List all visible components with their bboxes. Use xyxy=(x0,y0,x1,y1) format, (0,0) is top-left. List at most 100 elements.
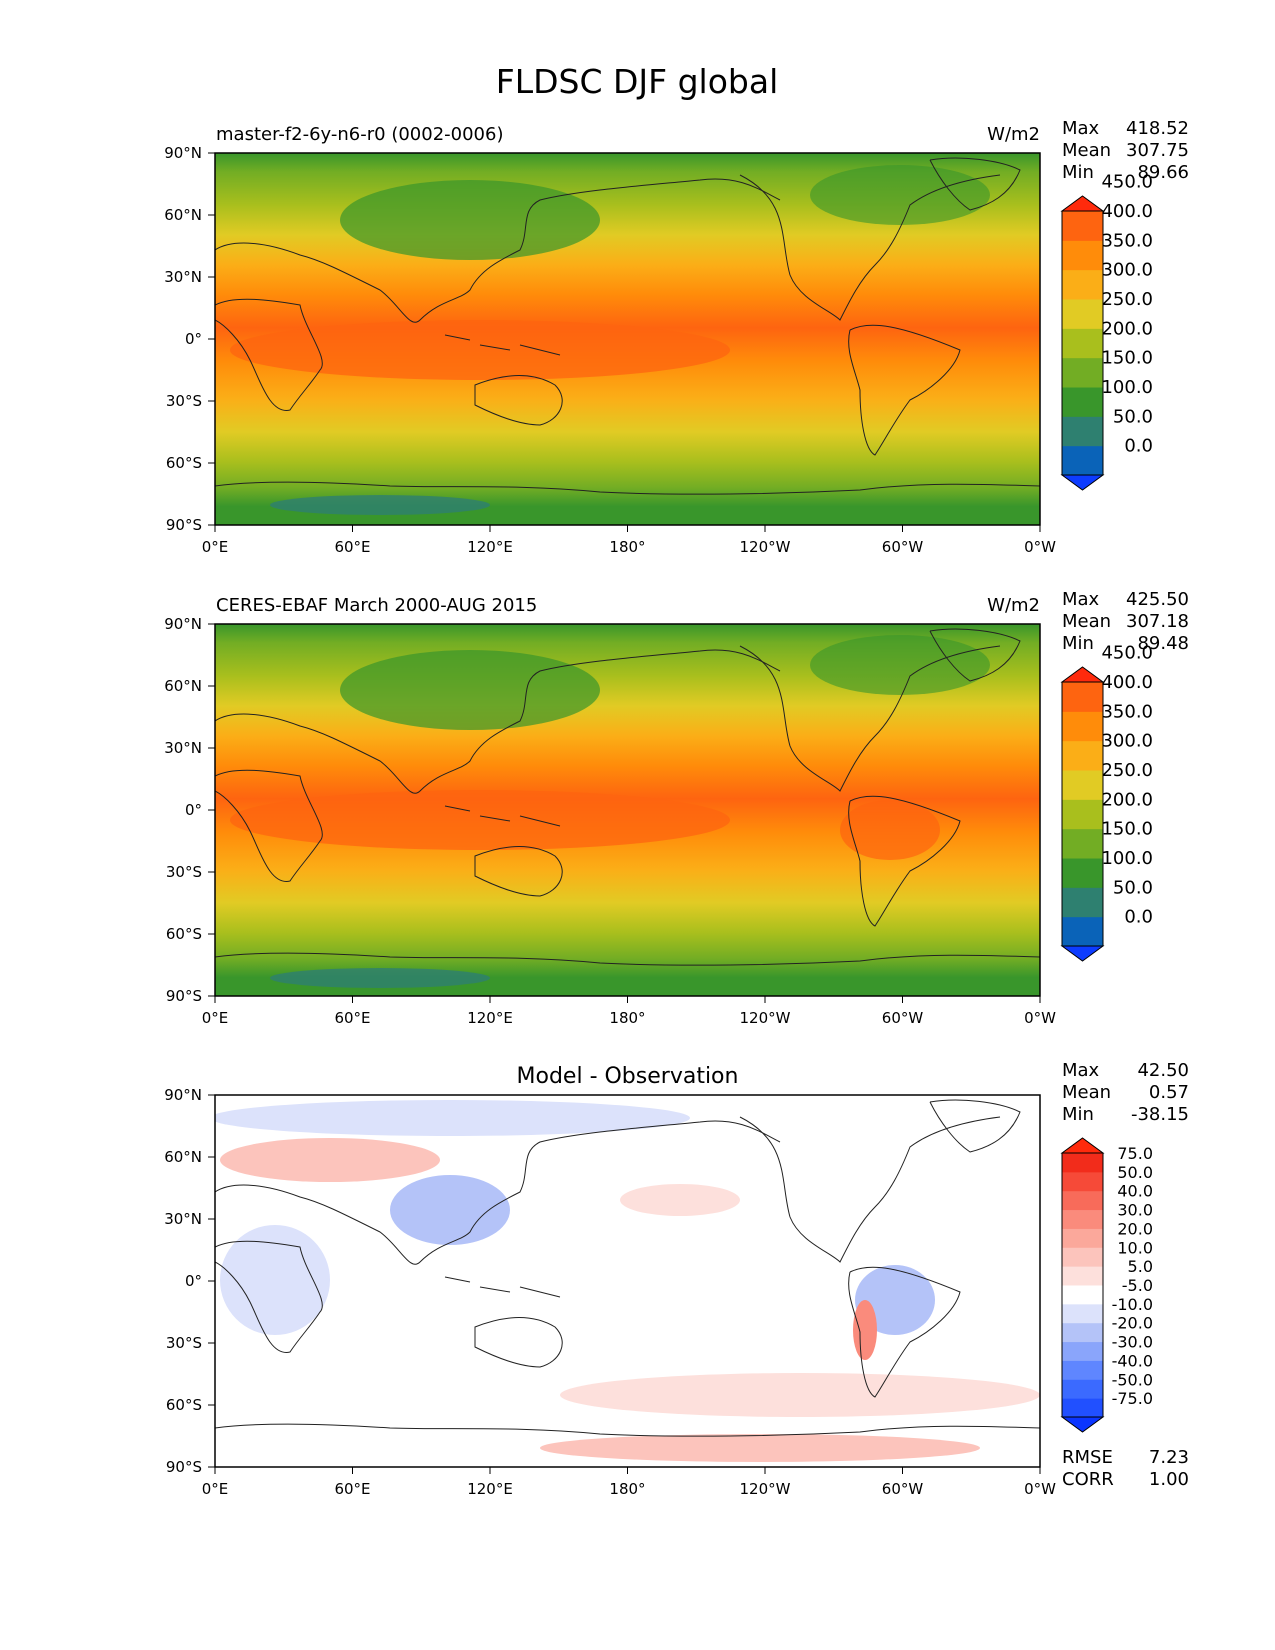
stat-value: 0.57 xyxy=(1149,1082,1189,1103)
coast-south-america xyxy=(848,795,961,927)
colorbar-tick-label: 150.0 xyxy=(1101,348,1153,369)
y-axis: 90°N 60°N 30°N 0° 30°S 60°S 90°S xyxy=(164,144,215,534)
coast-africa xyxy=(215,1240,323,1353)
field-antarctic xyxy=(270,495,490,515)
y-tick-label: 60°S xyxy=(166,1396,202,1414)
y-tick-label: 0° xyxy=(185,801,202,819)
stat-label: Max xyxy=(1062,118,1100,139)
field-eurasia-cold xyxy=(340,650,600,730)
colorbar-extend-max xyxy=(1060,666,1105,683)
colorbar-band xyxy=(1062,1247,1103,1267)
colorbar-band xyxy=(1062,1398,1103,1418)
colorbar-tick-label: 450.0 xyxy=(1101,643,1153,664)
y-tick-label: 90°S xyxy=(166,516,202,534)
coast-europe-asia xyxy=(215,1120,781,1265)
y-tick-label: 30°N xyxy=(164,1210,202,1228)
coast-indonesia xyxy=(444,805,561,827)
colorbar-tick-label: -40.0 xyxy=(1112,1351,1153,1370)
colorbar-band xyxy=(1062,240,1103,271)
colorbar-tick-label: 450.0 xyxy=(1101,172,1153,193)
colorbar-band xyxy=(1062,828,1103,859)
colorbar-tick-label: 400.0 xyxy=(1101,201,1153,222)
stats-block: Max 418.52 Mean 307.75 Min 89.66 xyxy=(1062,118,1189,183)
colorbar-extend-min xyxy=(1060,1416,1105,1433)
x-tick-label: 180° xyxy=(609,538,645,556)
coast-africa xyxy=(215,298,323,411)
panel-units: W/m2 xyxy=(987,124,1040,145)
y-axis: 90°N 60°N 30°N 0° 30°S 60°S 90°S xyxy=(164,615,215,1005)
colorbar-band xyxy=(1062,445,1103,476)
colorbar-tick-label: 250.0 xyxy=(1101,289,1153,310)
colorbar: -75.0-50.0-40.0-30.0-20.0-10.0-5.05.010.… xyxy=(1060,1137,1153,1433)
colorbar-tick-label: 5.0 xyxy=(1128,1257,1153,1276)
colorbar-tick-label: 150.0 xyxy=(1101,819,1153,840)
y-tick-label: 60°N xyxy=(164,1148,202,1166)
panel-observation: CERES-EBAF March 2000-AUG 2015 W/m2 90°N xyxy=(164,589,1189,1027)
y-tick-label: 90°S xyxy=(166,987,202,1005)
colorbar-tick-label: 75.0 xyxy=(1117,1144,1153,1163)
x-tick-label: 60°E xyxy=(334,538,370,556)
field-africa-neg xyxy=(220,1225,330,1335)
y-tick-label: 90°N xyxy=(164,144,202,162)
colorbar-band xyxy=(1062,1266,1103,1286)
field-tibet-neg xyxy=(390,1175,510,1245)
stat-value: 307.18 xyxy=(1126,611,1189,632)
x-tick-label: 0°W xyxy=(1024,1480,1056,1498)
y-tick-label: 90°N xyxy=(164,615,202,633)
coast-europe-asia xyxy=(215,178,781,323)
colorbar-band xyxy=(1062,357,1103,388)
y-tick-label: 90°S xyxy=(166,1458,202,1476)
colorbar: 0.0 50.0 100.0 150.0 200.0 250.0 300.0 350.0 400… xyxy=(1060,643,1153,962)
stats-block: Max 42.50 Mean 0.57 Min -38.15 xyxy=(1062,1060,1189,1125)
colorbar-band xyxy=(1062,740,1103,771)
panel-left-title: CERES-EBAF March 2000-AUG 2015 xyxy=(216,595,537,616)
coast-indonesia xyxy=(444,1276,561,1298)
stat-label: Min xyxy=(1062,633,1094,654)
stat-value: 89.66 xyxy=(1137,162,1189,183)
colorbar-tick-label: 300.0 xyxy=(1101,731,1153,752)
rmse-label: RMSE xyxy=(1062,1447,1113,1468)
y-tick-label: 30°N xyxy=(164,739,202,757)
colorbar-tick-label: -5.0 xyxy=(1122,1276,1153,1295)
y-tick-label: 60°N xyxy=(164,677,202,695)
colorbar-tick-label: 10.0 xyxy=(1117,1238,1153,1257)
x-tick-label: 120°W xyxy=(740,1480,791,1498)
panel-model: master-f2-6y-n6-r0 (0002-0006) W/m2 90°N… xyxy=(164,118,1189,556)
x-axis: 0°E 60°E 120°E 180° 120°W 60°W 0°W xyxy=(202,1467,1056,1498)
stat-label: Min xyxy=(1062,162,1094,183)
colorbar-band xyxy=(1062,269,1103,300)
field-pacific-pos xyxy=(620,1184,740,1216)
colorbar-tick-label: 50.0 xyxy=(1113,877,1153,898)
y-tick-label: 0° xyxy=(185,330,202,348)
colorbar-band xyxy=(1062,1228,1103,1248)
colorbar-tick-label: -50.0 xyxy=(1112,1370,1153,1389)
colorbar-extend-max xyxy=(1060,195,1105,212)
colorbar-band xyxy=(1062,1360,1103,1380)
stat-value: -38.15 xyxy=(1131,1104,1189,1125)
stat-value: 425.50 xyxy=(1126,589,1189,610)
panel-units: W/m2 xyxy=(987,595,1040,616)
colorbar-tick-label: 20.0 xyxy=(1117,1219,1153,1238)
colorbar-band xyxy=(1062,1341,1103,1361)
coast-australia xyxy=(474,1317,563,1368)
colorbar-band xyxy=(1062,299,1103,329)
field-southern-pos xyxy=(560,1373,1040,1417)
y-tick-label: 30°S xyxy=(166,1334,202,1352)
x-tick-label: 120°E xyxy=(467,1480,513,1498)
colorbar-extend-min xyxy=(1060,945,1105,962)
colorbar-band xyxy=(1062,770,1103,800)
colorbar-band xyxy=(1062,887,1103,918)
x-axis: 0°E 60°E 120°E 180° 120°W 60°W 0°W xyxy=(202,525,1056,556)
colorbar-band xyxy=(1062,1153,1103,1173)
x-tick-label: 60°W xyxy=(882,1480,924,1498)
skill-stats: RMSE 7.23 CORR 1.00 xyxy=(1062,1447,1189,1490)
rmse-value: 7.23 xyxy=(1149,1447,1189,1468)
x-tick-label: 60°E xyxy=(334,1480,370,1498)
colorbar-band xyxy=(1062,1285,1103,1305)
field-antarctic-pos xyxy=(540,1434,980,1462)
coast-greenland xyxy=(929,157,1021,211)
coast-north-america xyxy=(739,1116,1001,1263)
colorbar-frame xyxy=(1061,210,1104,476)
colorbar-band xyxy=(1062,1209,1103,1229)
